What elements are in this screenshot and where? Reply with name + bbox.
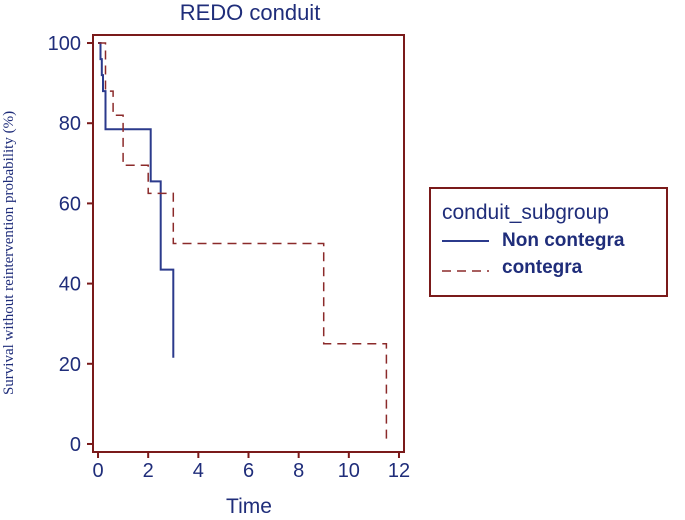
x-tick-label: 10 [338,460,360,482]
y-tick-label: 40 [59,274,81,296]
legend-label-non-contegra: Non contegra [502,230,625,251]
y-tick-label: 60 [59,193,81,215]
series-line-contegra [98,42,388,444]
x-tick-label: 6 [243,460,254,482]
legend-box [429,187,668,297]
legend-label-contegra: contegra [502,257,583,278]
y-tick-label: 20 [59,354,81,376]
y-axis: 0 20 40 60 80 100 [48,33,93,456]
y-tick-label: 80 [59,113,81,135]
legend: conduit_subgroup Non contegra contegra [429,187,668,297]
chart-title: REDO conduit [180,0,321,25]
x-tick-label: 4 [193,460,204,482]
legend-title: conduit_subgroup [442,201,609,224]
y-tick-label: 0 [70,434,81,456]
x-tick-label: 0 [92,460,103,482]
x-tick-label: 2 [143,460,154,482]
x-axis: 0 2 4 6 8 10 12 [92,452,410,482]
y-axis-label: Survival without reintervention probabil… [1,111,17,395]
x-tick-label: 12 [388,460,410,482]
x-axis-label: Time [226,495,272,518]
series-layer [98,42,388,444]
x-tick-label: 8 [293,460,304,482]
y-tick-label: 100 [48,33,81,55]
series-line-non-contegra [98,42,175,358]
